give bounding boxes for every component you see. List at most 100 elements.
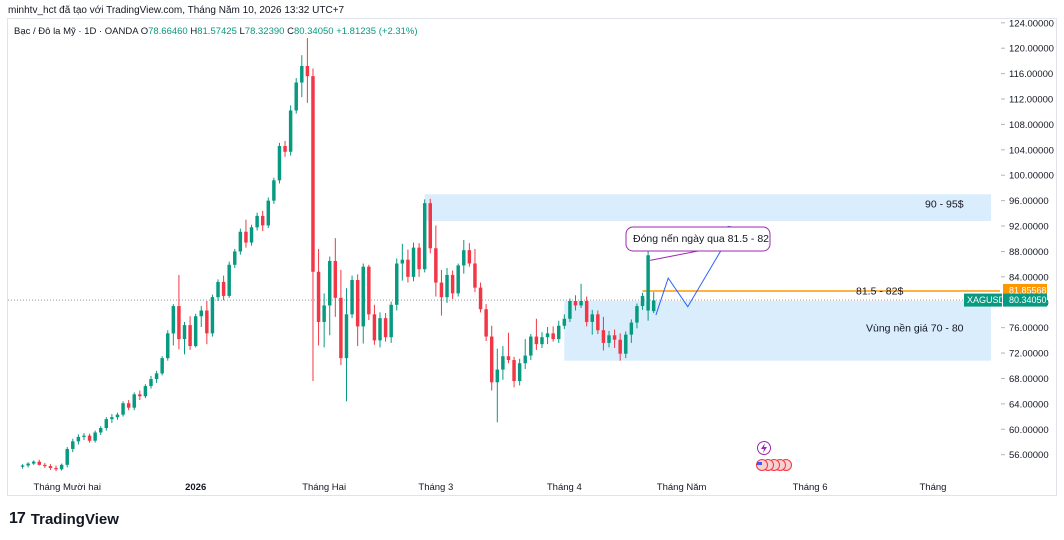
x-tick-label: Tháng Mười hai <box>33 482 101 493</box>
open-label: O <box>140 26 149 37</box>
brand-name: TradingView <box>30 510 119 528</box>
candle-body <box>467 250 472 264</box>
candle-body <box>20 465 25 467</box>
publish-line: minhtv_hct đã tạo với TradingView.com, T… <box>8 5 345 16</box>
candle-body <box>294 82 298 111</box>
candle-body <box>87 435 92 441</box>
candle-body <box>249 227 254 243</box>
candle-body <box>193 316 198 347</box>
candle-body <box>534 336 539 345</box>
candle-body <box>143 386 148 397</box>
chart-frame <box>7 18 1057 496</box>
y-tick-label: 60.00000 <box>1009 425 1049 436</box>
candle-body <box>43 464 47 467</box>
candle-body <box>473 263 477 288</box>
candle-body <box>149 379 153 387</box>
candle-body <box>450 274 455 294</box>
candle-body <box>579 300 583 306</box>
callout-text: Đóng nến ngày qua 81.5 - 82 <box>633 233 769 245</box>
candle-body <box>322 305 326 322</box>
candle-body <box>489 336 494 383</box>
candle-body <box>596 314 600 331</box>
candle-body <box>288 110 293 152</box>
candle-body <box>115 414 120 418</box>
candle-body <box>389 304 393 338</box>
x-tick-label: Tháng Hai <box>302 482 346 493</box>
candle-body <box>272 180 276 201</box>
low-value: 78.32390 <box>244 26 285 37</box>
x-tick-label: 2026 <box>185 482 206 493</box>
y-tick-label: 68.00000 <box>1009 374 1049 385</box>
candle-body <box>551 333 555 340</box>
candle-body <box>517 363 522 382</box>
candle-body <box>104 419 109 429</box>
candle-body <box>445 274 449 298</box>
candle-body <box>339 297 343 359</box>
lightning-icon[interactable] <box>757 441 771 455</box>
candle-body <box>283 146 287 152</box>
candle-body <box>400 259 405 264</box>
close-value: 80.34050 <box>293 26 334 37</box>
candle-body <box>495 369 500 383</box>
candle-body <box>210 297 215 334</box>
candle-body <box>277 146 282 181</box>
candle-body <box>635 306 639 323</box>
symbol-tag <box>964 293 1002 307</box>
us-flag-icon[interactable] <box>756 459 792 471</box>
tradingview-brand[interactable]: 17 TradingView <box>9 510 119 528</box>
candle-body <box>624 334 628 354</box>
y-tick-label: 92.00000 <box>1009 222 1049 233</box>
candle-body <box>540 337 544 345</box>
last-price-tag <box>1003 293 1047 307</box>
candle-body <box>601 330 606 343</box>
x-tick-label: Tháng 3 <box>418 482 453 493</box>
resistance-label: 90 - 95$ <box>925 199 964 211</box>
y-tick-label: 124.00000 <box>1009 18 1054 29</box>
y-tick-label: 64.00000 <box>1009 399 1049 410</box>
candle-body <box>557 325 561 340</box>
candle-body <box>484 309 488 337</box>
resistance-zone <box>424 194 991 221</box>
candle-body <box>110 417 114 420</box>
candle-body <box>584 300 589 322</box>
candle-body <box>529 336 533 356</box>
candle-body <box>54 468 58 470</box>
candle-body <box>640 295 645 307</box>
y-tick-label: 88.00000 <box>1009 247 1049 258</box>
candle-body <box>462 250 466 266</box>
candle-body <box>188 325 192 347</box>
candle-body <box>333 260 338 298</box>
candle-body <box>439 282 444 298</box>
candle-body <box>59 464 64 470</box>
x-tick-label: Tháng <box>920 482 947 493</box>
last-price-text: 80.34050 <box>1009 295 1047 305</box>
candle-body <box>216 281 220 298</box>
candle-body <box>233 251 237 265</box>
x-tick-label: Tháng 6 <box>793 482 828 493</box>
y-tick-label: 96.00000 <box>1009 196 1049 207</box>
candle-body <box>132 394 136 408</box>
candle-body <box>406 259 410 277</box>
y-tick-label: 76.00000 <box>1009 323 1049 334</box>
y-tick-label: 100.00000 <box>1009 171 1054 182</box>
candle-body <box>26 463 30 466</box>
candle-body <box>350 280 354 315</box>
y-tick-label: 120.00000 <box>1009 44 1054 55</box>
candle-body <box>422 203 427 270</box>
candle-body <box>501 356 505 370</box>
price-axis: 124.00000 120.00000 116.00000 112.00000 108.… <box>1001 18 1054 461</box>
candle-body <box>48 466 53 469</box>
candle-body <box>177 306 181 340</box>
candles-group <box>20 38 656 472</box>
candle-body <box>266 200 271 226</box>
candle-body <box>456 265 460 294</box>
candle-body <box>166 333 170 359</box>
candle-body <box>244 231 248 243</box>
candle-body <box>607 335 611 343</box>
candle-body <box>82 435 86 437</box>
y-tick-label: 112.00000 <box>1009 95 1053 106</box>
candle-body <box>65 448 69 465</box>
candle-body <box>646 255 650 311</box>
candle-body <box>478 287 483 310</box>
